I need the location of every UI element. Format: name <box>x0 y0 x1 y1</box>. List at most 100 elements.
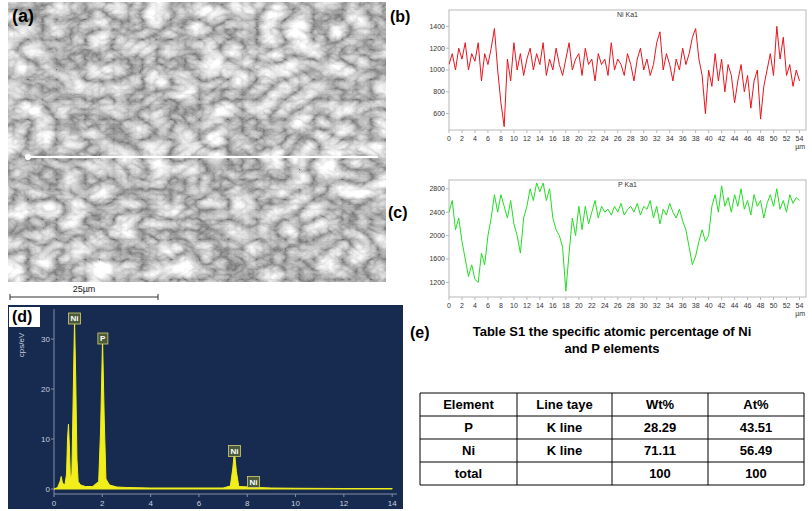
x-tick-label: 18 <box>562 135 570 142</box>
x-tick-label: 30 <box>640 302 648 309</box>
table-cell: Ni <box>462 443 475 458</box>
x-tick <box>526 130 527 133</box>
x-tick <box>513 130 514 133</box>
x-tick-label: 24 <box>601 302 609 309</box>
x-tick <box>630 130 631 133</box>
x-tick-label: 36 <box>679 135 687 142</box>
scan-line <box>28 156 378 158</box>
x-tick-label: 50 <box>770 135 778 142</box>
x-tick <box>392 494 393 497</box>
x-tick <box>487 297 488 300</box>
y-tick-label: 600 <box>433 110 445 117</box>
x-tick <box>799 297 800 300</box>
y-tick-label: 30 <box>41 335 50 344</box>
panel-label: (b) <box>390 8 410 25</box>
x-tick <box>461 297 462 300</box>
table-cell: 28.29 <box>644 420 677 435</box>
table-cell: K line <box>547 443 582 458</box>
x-tick-label: 22 <box>588 135 596 142</box>
x-tick <box>669 297 670 300</box>
x-tick-label: 20 <box>575 135 583 142</box>
y-tick-label: 10 <box>41 435 50 444</box>
y-tick <box>51 339 54 340</box>
x-tick <box>513 297 514 300</box>
peak-label-box <box>248 477 260 488</box>
label-patch <box>9 307 40 327</box>
x-tick <box>539 297 540 300</box>
x-tick-label: 0 <box>52 499 57 508</box>
x-tick <box>786 297 787 300</box>
table-cell: K line <box>547 420 582 435</box>
y-tick-label: 1200 <box>429 45 445 52</box>
x-tick-label: 52 <box>783 302 791 309</box>
x-tick <box>721 130 722 133</box>
table-cell: 100 <box>745 466 767 481</box>
table-cell: total <box>455 466 482 481</box>
title-line: and P elements <box>564 341 659 356</box>
x-tick-label: 54 <box>796 302 804 309</box>
x-tick <box>474 297 475 300</box>
y-tick-label: 1400 <box>429 23 445 30</box>
x-tick-label: 30 <box>640 135 648 142</box>
y-tick <box>51 489 54 490</box>
panel-label: (e) <box>410 324 430 341</box>
x-tick <box>487 130 488 133</box>
x-tick-label: 40 <box>705 302 713 309</box>
x-tick <box>695 130 696 133</box>
y-tick <box>446 91 449 92</box>
x-tick <box>682 130 683 133</box>
scale-bar-end <box>10 294 11 300</box>
peak-label: Ni <box>230 447 238 456</box>
x-tick-label: 16 <box>549 135 557 142</box>
x-tick-label: 24 <box>601 135 609 142</box>
scale-bar-end <box>158 294 159 300</box>
x-tick-label: 44 <box>731 135 739 142</box>
y-tick <box>446 26 449 27</box>
title-line: Table S1 the specific atomic percentage … <box>473 324 752 339</box>
x-tick-label: 46 <box>744 302 752 309</box>
x-tick <box>656 130 657 133</box>
x-tick <box>630 297 631 300</box>
x-tick <box>102 494 103 497</box>
x-tick <box>656 297 657 300</box>
x-tick-label: 18 <box>562 302 570 309</box>
y-tick <box>446 258 449 259</box>
x-tick-label: 54 <box>796 135 804 142</box>
x-tick-label: 14 <box>388 499 397 508</box>
x-tick <box>552 130 553 133</box>
table: ElementLine tayeWt%At%PK line28.2943.51N… <box>420 393 804 485</box>
x-tick-label: 16 <box>549 302 557 309</box>
x-tick <box>500 297 501 300</box>
x-tick <box>198 494 199 497</box>
y-tick-label: 1200 <box>429 279 445 286</box>
table-title: Table S1 the specific atomic percentage … <box>473 324 752 356</box>
table-cell: 43.51 <box>740 420 773 435</box>
x-tick-label: 44 <box>731 302 739 309</box>
data-group <box>449 26 800 126</box>
y-tick <box>446 212 449 213</box>
y-tick <box>446 235 449 236</box>
x-tick <box>247 494 248 497</box>
x-tick <box>150 494 151 497</box>
chart-title: P Ka1 <box>618 181 637 188</box>
x-tick <box>695 297 696 300</box>
x-tick <box>591 130 592 133</box>
x-tick <box>669 130 670 133</box>
x-tick-label: 8 <box>499 302 503 309</box>
x-tick-label: 34 <box>666 135 674 142</box>
y-tick-label: 20 <box>41 385 50 394</box>
x-axis-title: µm <box>795 143 805 151</box>
y-tick <box>51 389 54 390</box>
y-tick-label: 800 <box>433 88 445 95</box>
x-tick <box>799 130 800 133</box>
x-tick <box>539 130 540 133</box>
table-rule <box>517 393 518 485</box>
peak-label: Ni <box>250 478 258 487</box>
y-tick <box>446 113 449 114</box>
x-tick-label: 0 <box>447 135 451 142</box>
x-tick-label: 32 <box>653 135 661 142</box>
x-tick-label: 14 <box>536 302 544 309</box>
table-cell: P <box>464 420 473 435</box>
x-tick-label: 4 <box>473 302 477 309</box>
table-rule <box>420 393 421 485</box>
